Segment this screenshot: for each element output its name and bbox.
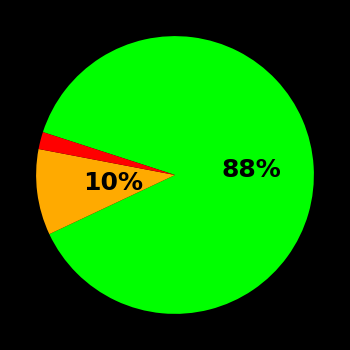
Text: 10%: 10% — [83, 171, 143, 195]
Wedge shape — [43, 36, 314, 314]
Wedge shape — [36, 149, 175, 234]
Wedge shape — [38, 132, 175, 175]
Text: 88%: 88% — [221, 158, 281, 182]
